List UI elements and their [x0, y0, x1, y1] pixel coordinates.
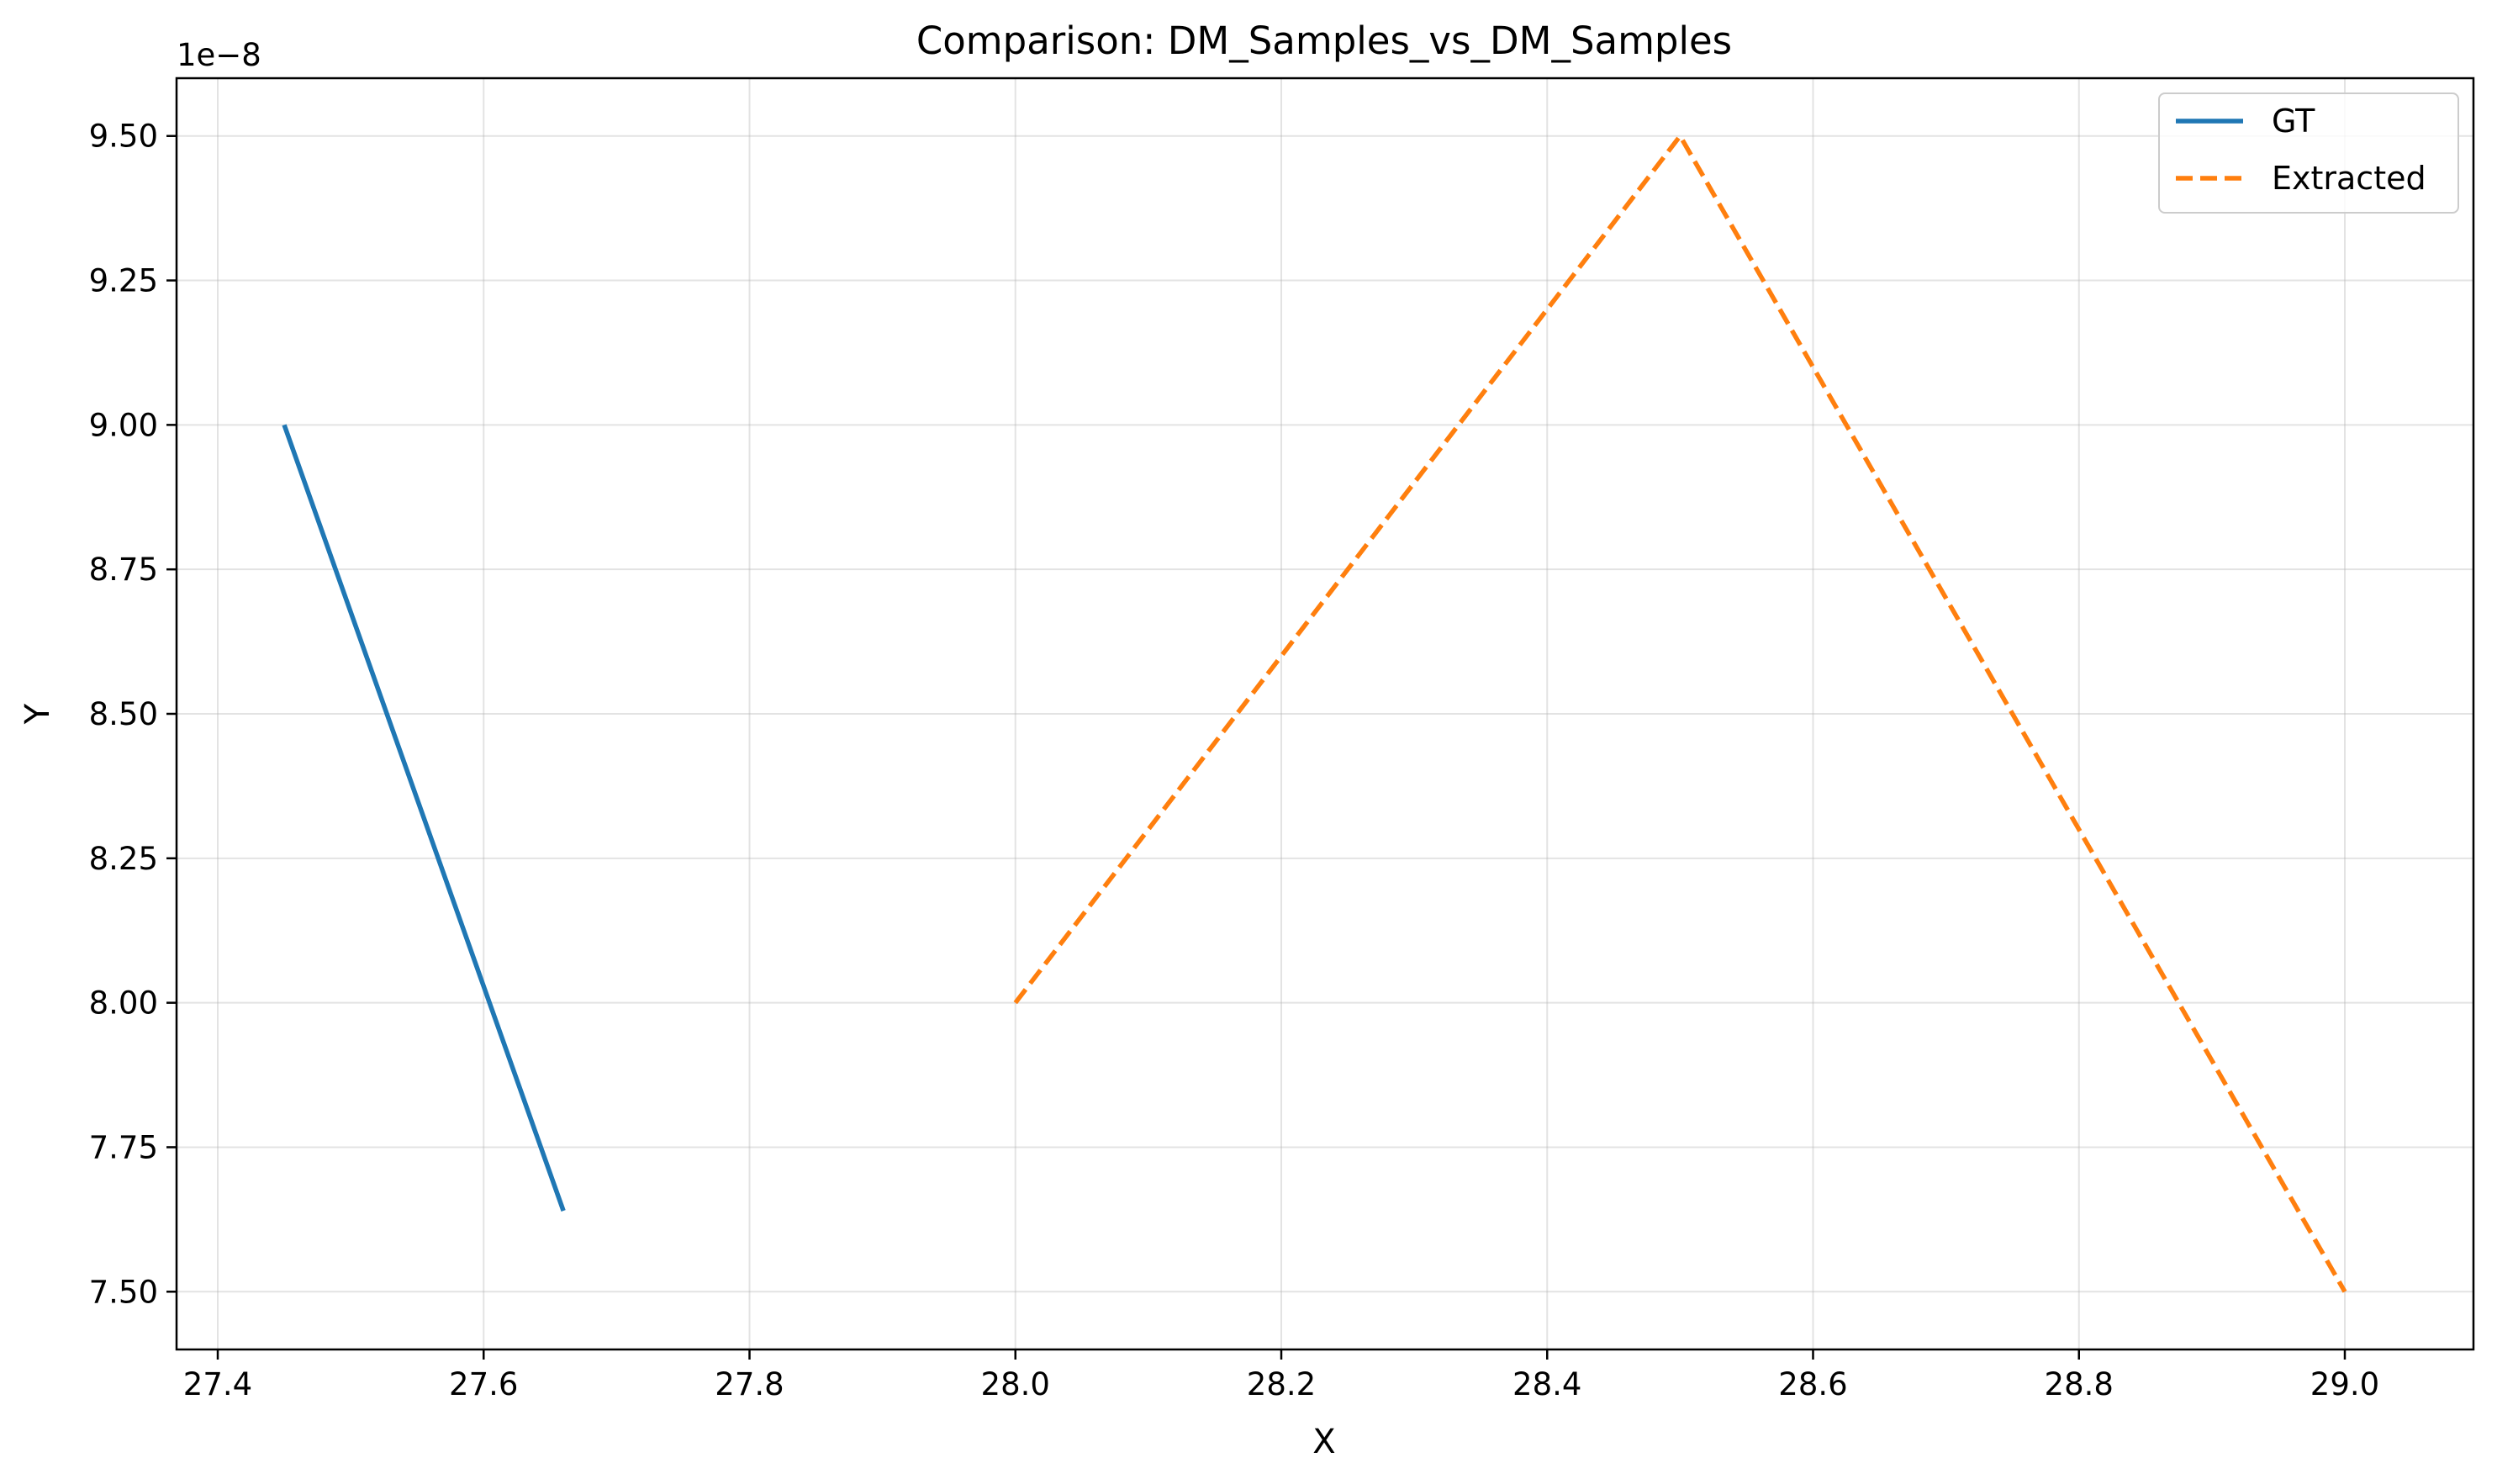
y-tick-label: 9.00 [89, 407, 158, 443]
series-line-gt [282, 424, 566, 1212]
y-axis-label: Y [18, 703, 57, 725]
x-tick-label: 27.8 [715, 1366, 784, 1402]
y-tick-label: 9.25 [89, 263, 158, 299]
grid-lines [177, 78, 2473, 1349]
x-tick-label: 28.0 [981, 1366, 1050, 1402]
y-tick-label: 8.25 [89, 841, 158, 877]
x-tick-label: 28.8 [2045, 1366, 2114, 1402]
y-axis: 7.50 7.75 8.00 8.25 8.50 8.75 9.00 9.25 9.50 [89, 119, 177, 1310]
y-tick-label: 8.00 [89, 985, 158, 1022]
x-tick-label: 28.6 [1778, 1366, 1847, 1402]
plot-series [282, 133, 2347, 1293]
y-tick-label: 7.75 [89, 1129, 158, 1165]
x-tick-label: 27.6 [449, 1366, 518, 1402]
y-tick-label: 8.75 [89, 552, 158, 588]
legend-label-gt: GT [2272, 103, 2315, 140]
x-axis: 27.4 27.6 27.8 28.0 28.2 28.4 28.6 28.8 29.0 [183, 1349, 2379, 1402]
y-axis-offset-label: 1e−8 [177, 37, 261, 73]
legend-label-extracted: Extracted [2272, 160, 2426, 197]
x-tick-label: 27.4 [183, 1366, 252, 1402]
y-tick-label: 7.50 [89, 1274, 158, 1310]
x-axis-label: X [1312, 1423, 1335, 1461]
y-tick-label: 8.50 [89, 696, 158, 732]
legend: GT Extracted [2158, 92, 2459, 214]
x-tick-label: 29.0 [2310, 1366, 2379, 1402]
x-tick-label: 28.4 [1512, 1366, 1581, 1402]
series-line-extracted [1013, 133, 2347, 1293]
chart-title: Comparison: DM_Samples_vs_DM_Samples [916, 18, 1732, 63]
x-tick-label: 28.2 [1247, 1366, 1316, 1402]
y-tick-label: 9.50 [89, 119, 158, 155]
